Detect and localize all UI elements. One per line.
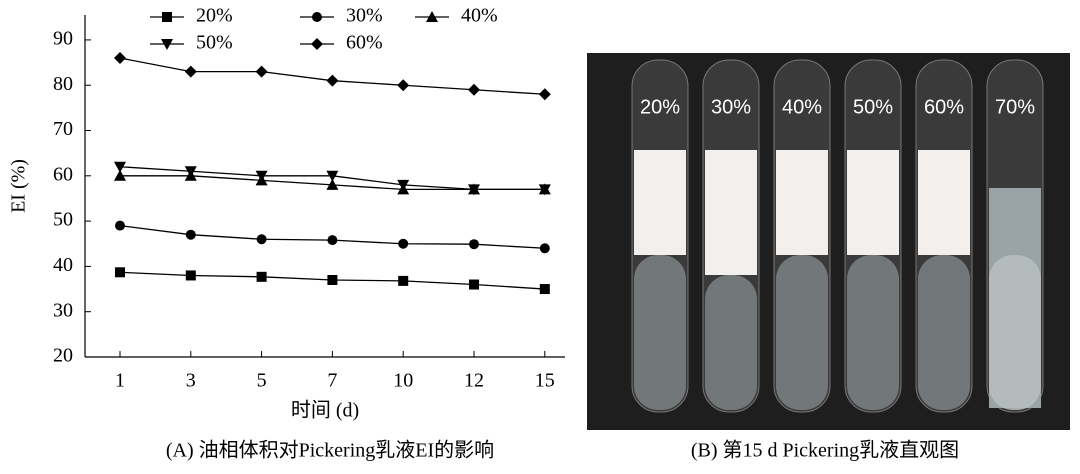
marker (397, 179, 410, 191)
y-tick-label: 20 (53, 345, 73, 367)
marker (326, 74, 339, 87)
marker (256, 271, 267, 282)
tube-lower (634, 255, 686, 410)
marker (256, 234, 267, 245)
marker (114, 169, 126, 181)
tube-label: 60% (924, 96, 964, 118)
marker (538, 184, 551, 196)
marker (185, 270, 196, 281)
x-tick-label: 10 (393, 370, 413, 392)
marker (469, 279, 479, 290)
tube-lower (847, 255, 899, 410)
marker (115, 267, 125, 278)
tube-label: 20% (640, 96, 680, 118)
marker (398, 275, 409, 286)
tube-lower (705, 275, 757, 410)
x-tick-label: 12 (464, 370, 484, 392)
y-tick-label: 40 (53, 254, 73, 276)
x-tick-label: 5 (257, 370, 267, 392)
marker (255, 65, 268, 78)
marker (468, 184, 480, 196)
legend-marker (311, 38, 323, 50)
legend-label: 30% (346, 5, 383, 27)
legend-marker (161, 39, 173, 50)
y-tick-label: 50 (53, 209, 73, 231)
tube-upper (705, 150, 757, 275)
y-tick-label: 70 (53, 118, 73, 140)
legend-marker (162, 12, 172, 22)
legend-marker (312, 12, 322, 22)
marker (255, 170, 268, 182)
legend-label: 40% (461, 5, 498, 27)
marker (327, 274, 338, 285)
y-tick-label: 60 (53, 163, 73, 185)
tube-lower (989, 255, 1041, 410)
marker (114, 52, 126, 65)
marker (539, 243, 550, 254)
x-tick-label: 15 (535, 370, 555, 392)
tube-label: 40% (782, 96, 822, 118)
y-tick-label: 80 (53, 73, 73, 95)
tube-lower (776, 255, 828, 410)
tube-upper (847, 150, 899, 255)
caption-b: (B) 第15 d Pickering乳液直观图 (691, 439, 959, 462)
y-axis-label: EI (%) (8, 159, 30, 213)
tubes: 20% 30% 40% 50% 60% 70% (631, 59, 1044, 413)
marker (398, 238, 409, 249)
marker (326, 170, 339, 182)
legend-label: 20% (196, 5, 233, 27)
tube-label: 30% (711, 96, 751, 118)
marker (184, 65, 197, 78)
legend-label: 60% (346, 32, 383, 54)
marker (539, 284, 550, 295)
tube-upper (776, 150, 828, 255)
caption-a: (A) 油相体积对Pickering乳液EI的影响 (166, 439, 494, 462)
x-tick-label: 7 (327, 370, 337, 392)
marker (538, 88, 551, 101)
x-tick-label: 1 (115, 370, 125, 392)
tube-upper (634, 150, 686, 255)
marker (184, 166, 197, 178)
legend-label: 50% (196, 32, 233, 54)
y-tick-label: 90 (53, 28, 73, 50)
y-tick-label: 30 (53, 299, 73, 321)
marker (115, 220, 125, 231)
marker (327, 235, 338, 246)
marker (469, 239, 479, 250)
x-axis-label: 时间 (d) (291, 399, 359, 422)
marker (185, 229, 196, 240)
marker (326, 178, 339, 190)
tube-lower (918, 255, 970, 410)
marker (114, 161, 126, 173)
tube-label: 70% (995, 96, 1035, 118)
x-tick-label: 3 (186, 370, 196, 392)
marker (468, 83, 480, 96)
marker (397, 79, 410, 92)
tube-upper (918, 150, 970, 255)
legend-marker (426, 11, 438, 22)
tube-label: 50% (853, 96, 893, 118)
